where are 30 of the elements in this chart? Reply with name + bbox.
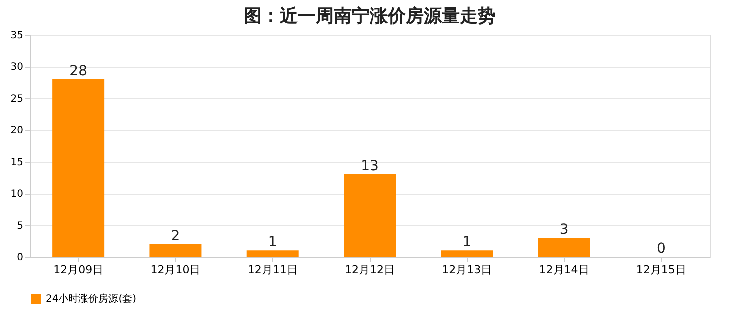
y-tick-label: 5 xyxy=(17,220,24,232)
x-tick-label: 12月09日 xyxy=(54,264,104,276)
bar xyxy=(150,244,202,257)
y-tick-label: 20 xyxy=(10,126,24,137)
x-tick-label: 12月10日 xyxy=(150,264,201,276)
legend-label: 24小时涨价房源(套) xyxy=(46,293,137,305)
y-tick-label: 0 xyxy=(17,252,24,264)
y-tick-label: 30 xyxy=(10,62,24,74)
bar xyxy=(246,250,299,257)
y-tick-label: 15 xyxy=(10,157,24,168)
bar xyxy=(344,174,396,257)
y-tick-label: 35 xyxy=(10,30,24,42)
y-tick-label: 10 xyxy=(10,189,24,200)
y-tick-label: 25 xyxy=(10,94,24,105)
data-label: 3 xyxy=(560,222,569,238)
data-label: 2 xyxy=(171,228,180,244)
data-label: 13 xyxy=(361,158,379,175)
data-label: 28 xyxy=(70,63,88,80)
chart-title: 图：近一周南宁涨价房源量走势 xyxy=(244,6,496,27)
x-tick-label: 12月12日 xyxy=(345,264,395,276)
bar xyxy=(52,79,105,257)
data-label: 1 xyxy=(268,234,278,251)
x-tick-label: 12月13日 xyxy=(442,264,492,276)
data-label: 0 xyxy=(656,241,666,257)
x-tick-label: 12月11日 xyxy=(248,264,298,276)
x-tick-label: 12月14日 xyxy=(539,264,590,276)
data-label: 1 xyxy=(462,234,472,251)
bar xyxy=(538,238,590,257)
bar xyxy=(441,250,494,257)
x-tick-label: 12月15日 xyxy=(636,264,686,276)
